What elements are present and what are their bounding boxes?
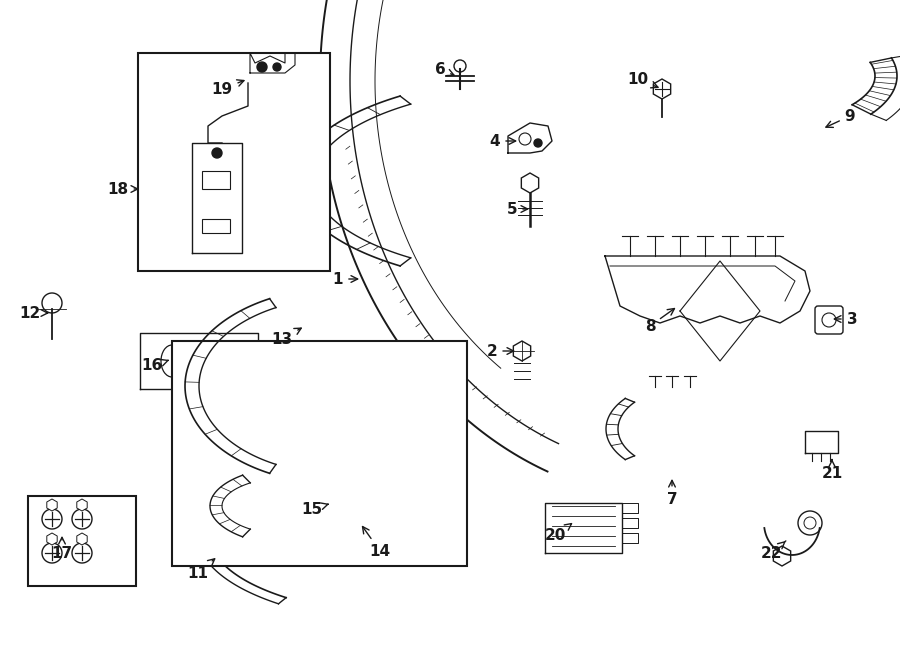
Circle shape [42,543,62,563]
Circle shape [822,313,836,327]
Circle shape [42,293,62,313]
Text: 11: 11 [187,559,215,580]
Text: 16: 16 [141,358,168,373]
Text: 5: 5 [507,202,527,217]
Bar [202,171,230,189]
Circle shape [212,148,222,158]
Text: 9: 9 [826,108,855,128]
Text: 8: 8 [644,309,674,334]
Text: 12: 12 [20,305,48,321]
Text: 4: 4 [490,134,516,149]
Ellipse shape [221,345,243,377]
Text: 17: 17 [51,537,73,561]
Text: 3: 3 [834,311,858,327]
Text: 19: 19 [212,80,244,97]
Text: 15: 15 [302,502,328,516]
Text: 2: 2 [487,344,514,358]
Circle shape [454,60,466,72]
Bar [172,341,467,566]
Circle shape [519,133,531,145]
Text: 6: 6 [435,61,454,77]
Text: 18: 18 [107,182,138,196]
Text: 10: 10 [627,71,658,88]
Text: 22: 22 [761,541,786,561]
FancyBboxPatch shape [815,306,843,334]
Bar [138,53,330,271]
Circle shape [72,543,92,563]
Circle shape [804,517,816,529]
Ellipse shape [191,345,213,377]
Text: 1: 1 [333,272,357,286]
Ellipse shape [161,345,183,377]
Circle shape [534,139,542,147]
Circle shape [798,511,822,535]
Bar [202,219,230,233]
Text: 14: 14 [363,527,391,559]
Text: 20: 20 [544,524,572,543]
Bar [28,496,136,586]
Circle shape [257,62,267,72]
Text: 7: 7 [667,481,678,506]
Circle shape [42,509,62,529]
Circle shape [273,63,281,71]
Text: 21: 21 [822,460,842,481]
Text: 13: 13 [272,328,302,346]
Circle shape [72,509,92,529]
